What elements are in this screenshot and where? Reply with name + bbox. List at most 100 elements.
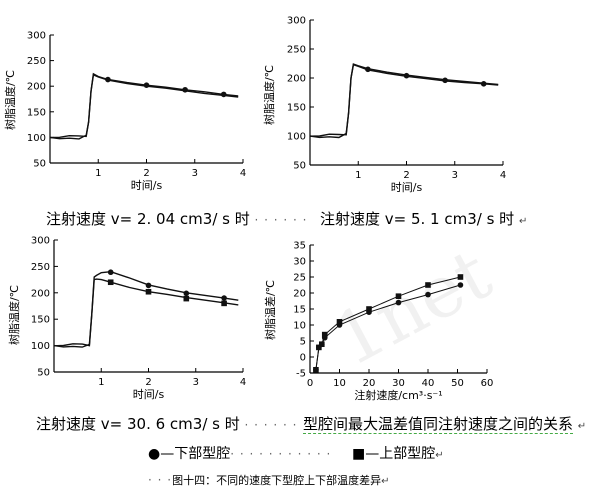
circle-point xyxy=(457,282,464,288)
square-marker-icon: ■ xyxy=(352,446,366,462)
legend-dash: — xyxy=(160,446,175,462)
dotted-leader: · · · · · · xyxy=(254,213,308,227)
x-axis-label: 注射速度/cm³·s⁻¹ xyxy=(354,388,442,402)
y-tick-label: 150 xyxy=(27,107,46,118)
x-tick-label: 4 xyxy=(240,377,246,388)
legend-upper: ■—上部型腔↵ xyxy=(352,443,444,463)
x-tick-label: 30 xyxy=(392,378,405,389)
x-tick-label: 2 xyxy=(143,168,149,179)
square-point xyxy=(107,279,114,286)
circle-point xyxy=(182,86,188,93)
y-tick-label: 200 xyxy=(31,288,50,299)
square-point xyxy=(336,319,343,325)
x-tick-label: 2 xyxy=(403,170,409,181)
dotted-leader: · · · · · · xyxy=(244,418,298,432)
x-tick-label: 1 xyxy=(95,168,101,179)
y-tick-label: 0 xyxy=(300,353,306,364)
y-tick-label: 300 xyxy=(27,31,46,42)
square-point xyxy=(145,288,152,295)
y-tick-label: 5 xyxy=(300,337,306,348)
y-tick-label: 20 xyxy=(293,289,306,300)
legend-lower-label: 下部型腔 xyxy=(174,446,231,462)
caption-v2-text: 注射速度 v= 2. 04 cm3/ s 时 xyxy=(46,210,250,228)
x-tick-label: 3 xyxy=(192,168,198,179)
series-line xyxy=(315,284,461,370)
caption-v30: 注射速度 v= 30. 6 cm3/ s 时 · · · · · · xyxy=(36,413,297,434)
circle-point xyxy=(145,282,152,289)
x-tick-label: 1 xyxy=(98,377,104,388)
x-tick-label: 3 xyxy=(193,377,199,388)
y-tick-label: 100 xyxy=(27,133,46,144)
y-tick-label: 50 xyxy=(33,159,46,170)
y-tick-label: 300 xyxy=(31,236,50,247)
y-tick-label: 50 xyxy=(37,368,50,379)
figure-caption-text: 图十四：不同的速度下型腔上下部温度差异 xyxy=(172,474,382,487)
x-tick-label: 0 xyxy=(307,378,313,389)
y-tick-label: 250 xyxy=(287,45,306,56)
circle-point xyxy=(105,76,111,83)
circle-point xyxy=(221,295,227,301)
return-arrow-icon: ↵ xyxy=(435,450,444,461)
x-axis-label: 时间/s xyxy=(133,388,165,401)
y-tick-label: 30 xyxy=(293,257,306,268)
circle-marker-icon: ● xyxy=(148,446,161,462)
square-point xyxy=(457,274,464,280)
x-tick-label: 50 xyxy=(451,378,464,389)
series-line xyxy=(53,270,239,347)
circle-point xyxy=(365,66,371,73)
square-point xyxy=(321,331,328,338)
caption-v30-text: 注射速度 v= 30. 6 cm3/ s 时 xyxy=(36,415,240,433)
square-point xyxy=(316,344,322,351)
x-tick-label: 2 xyxy=(145,377,151,388)
y-tick-label: 100 xyxy=(31,341,50,352)
y-tick-label: 300 xyxy=(287,16,306,27)
y-tick-label: 150 xyxy=(31,315,50,326)
circle-point xyxy=(395,299,402,306)
x-tick-label: 1 xyxy=(355,170,361,181)
circle-point xyxy=(107,269,114,276)
figure-caption: · · ·图十四：不同的速度下型腔上下部温度差异↵ xyxy=(148,472,389,488)
y-tick-label: 200 xyxy=(287,74,306,85)
y-axis-label: 树脂温度/℃ xyxy=(7,285,21,345)
y-axis-label: 树脂温差/℃ xyxy=(263,280,277,340)
series-line xyxy=(309,63,499,137)
square-point xyxy=(313,367,319,373)
circle-point xyxy=(425,291,431,298)
y-tick-label: 250 xyxy=(27,56,46,67)
y-tick-label: 100 xyxy=(287,132,306,143)
x-tick-label: 4 xyxy=(500,170,506,181)
square-point xyxy=(395,293,402,299)
dotted-leader: · · · xyxy=(148,473,173,487)
y-axis-label: 树脂温度/℃ xyxy=(262,65,276,125)
square-point xyxy=(221,300,227,307)
return-arrow-icon: ↵ xyxy=(381,476,390,487)
legend-upper-label: 上部型腔 xyxy=(379,446,436,462)
circle-point xyxy=(143,82,150,88)
x-tick-label: 60 xyxy=(481,378,494,389)
circle-point xyxy=(403,72,410,79)
x-tick-label: 20 xyxy=(363,378,376,389)
circle-point xyxy=(183,290,190,297)
circle-point xyxy=(220,91,227,98)
caption-v5: 注射速度 v= 5. 1 cm3/ s 时 ↵ xyxy=(320,208,527,229)
caption-v5-text: 注射速度 v= 5. 1 cm3/ s 时 xyxy=(320,210,515,228)
circle-point xyxy=(442,77,448,84)
y-tick-label: 35 xyxy=(293,241,306,252)
square-point xyxy=(319,341,325,347)
circle-point xyxy=(480,81,487,87)
caption-v2: 注射速度 v= 2. 04 cm3/ s 时 · · · · · · xyxy=(46,208,307,229)
return-arrow-icon: ↵ xyxy=(518,216,528,227)
y-tick-label: 15 xyxy=(293,305,306,316)
y-tick-label: -5 xyxy=(296,369,306,380)
return-arrow-icon: ↵ xyxy=(577,421,587,432)
y-tick-label: 25 xyxy=(293,273,306,284)
dotted-leader: · · · · · · · · · · · xyxy=(230,447,332,461)
square-point xyxy=(366,306,372,312)
legend-dash: — xyxy=(365,446,380,462)
square-point xyxy=(183,295,190,302)
square-point xyxy=(425,282,431,288)
x-axis-label: 时间/s xyxy=(391,181,423,194)
x-tick-label: 3 xyxy=(452,170,458,181)
x-tick-label: 10 xyxy=(333,378,346,389)
